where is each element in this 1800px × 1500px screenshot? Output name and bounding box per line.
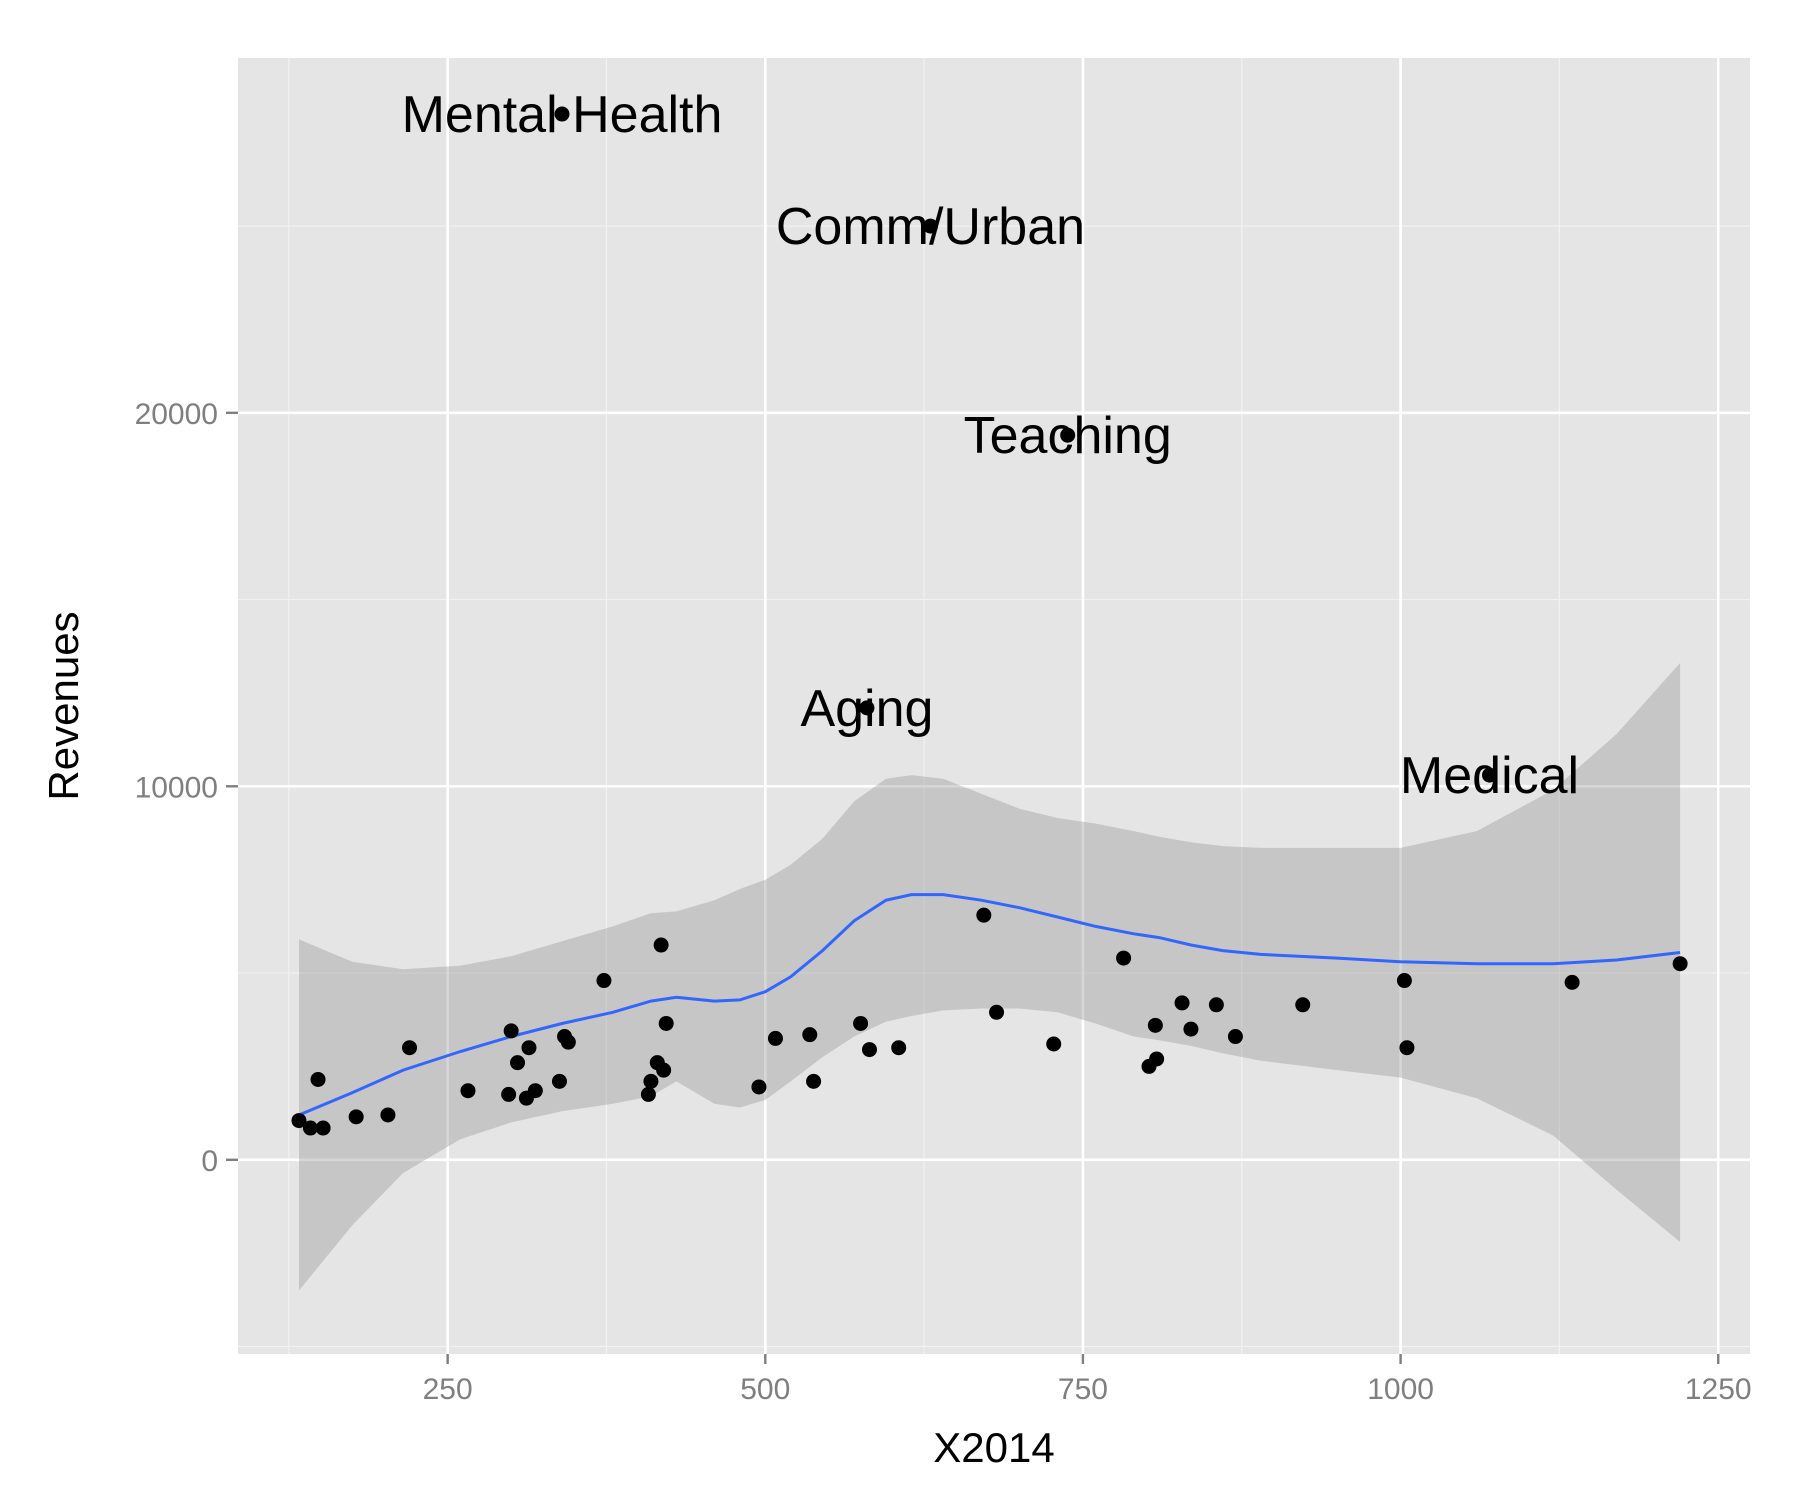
minor-grid bbox=[238, 58, 1750, 1354]
x-axis-title: X2014 bbox=[933, 1424, 1054, 1471]
labeled-points: Mental Health Comm/Urban Teaching Aging Medi… bbox=[402, 86, 1580, 805]
data-point bbox=[596, 973, 612, 989]
data-point bbox=[658, 1015, 674, 1031]
data-point bbox=[402, 1040, 418, 1056]
data-point bbox=[503, 1023, 519, 1039]
data-point bbox=[380, 1107, 396, 1123]
data-point bbox=[501, 1086, 517, 1102]
confidence-band bbox=[299, 663, 1681, 1291]
data-point bbox=[853, 1015, 869, 1031]
x-tick-label: 1250 bbox=[1685, 1373, 1752, 1406]
data-point bbox=[806, 1073, 822, 1089]
y-tick-label: 0 bbox=[201, 1145, 218, 1178]
data-point bbox=[527, 1083, 543, 1099]
scatter-points bbox=[291, 907, 1688, 1136]
data-point bbox=[1399, 1040, 1415, 1056]
data-point bbox=[861, 1042, 877, 1058]
x-tick-label: 500 bbox=[740, 1373, 790, 1406]
x-tick-label: 1000 bbox=[1367, 1373, 1434, 1406]
y-axis: 0 10000 20000 bbox=[135, 398, 238, 1178]
data-point bbox=[1116, 950, 1132, 966]
data-point bbox=[348, 1109, 364, 1125]
data-point bbox=[1227, 1029, 1243, 1045]
data-point bbox=[560, 1034, 576, 1050]
data-point bbox=[315, 1120, 331, 1136]
data-point bbox=[656, 1062, 672, 1078]
data-point bbox=[751, 1079, 767, 1095]
data-point bbox=[302, 1120, 318, 1136]
data-point bbox=[640, 1086, 656, 1102]
x-tick-label: 250 bbox=[423, 1373, 473, 1406]
smooth-line bbox=[298, 893, 1681, 1117]
data-point bbox=[1046, 1036, 1062, 1052]
point-label: Aging bbox=[800, 680, 933, 738]
y-tick-label: 20000 bbox=[135, 398, 218, 431]
data-point bbox=[510, 1055, 526, 1071]
data-point bbox=[1183, 1021, 1199, 1037]
panel-background bbox=[238, 58, 1750, 1354]
labeled-data-point bbox=[1482, 767, 1498, 783]
labeled-data-point bbox=[859, 700, 875, 716]
data-point bbox=[521, 1040, 537, 1056]
data-point bbox=[1208, 997, 1224, 1013]
data-point bbox=[1672, 956, 1688, 972]
data-point bbox=[460, 1083, 476, 1099]
data-point bbox=[551, 1073, 567, 1089]
data-point bbox=[643, 1073, 659, 1089]
y-axis-title: Revenues bbox=[40, 611, 87, 800]
point-label: Medical bbox=[1400, 747, 1579, 805]
y-tick-label: 10000 bbox=[135, 771, 218, 804]
data-point bbox=[976, 907, 992, 923]
point-label: Comm/Urban bbox=[776, 198, 1085, 256]
data-point bbox=[1564, 974, 1580, 990]
data-point bbox=[291, 1113, 307, 1129]
data-point bbox=[802, 1027, 818, 1043]
data-point bbox=[1147, 1017, 1163, 1033]
data-point bbox=[310, 1071, 326, 1087]
data-point bbox=[891, 1040, 907, 1056]
data-point bbox=[1174, 995, 1190, 1011]
labeled-data-point bbox=[1060, 427, 1076, 443]
data-point bbox=[767, 1030, 783, 1046]
data-point bbox=[653, 937, 669, 953]
point-label: Mental Health bbox=[402, 86, 723, 144]
data-point bbox=[989, 1004, 1005, 1020]
major-grid bbox=[238, 58, 1750, 1354]
point-label: Teaching bbox=[964, 407, 1172, 465]
labeled-data-point bbox=[554, 106, 570, 122]
data-point bbox=[1295, 997, 1311, 1013]
x-axis: 250 500 750 1000 1250 bbox=[423, 1354, 1752, 1406]
labeled-data-point bbox=[922, 218, 938, 234]
data-point bbox=[1396, 973, 1412, 989]
x-tick-label: 750 bbox=[1058, 1373, 1108, 1406]
data-point bbox=[1149, 1051, 1165, 1067]
